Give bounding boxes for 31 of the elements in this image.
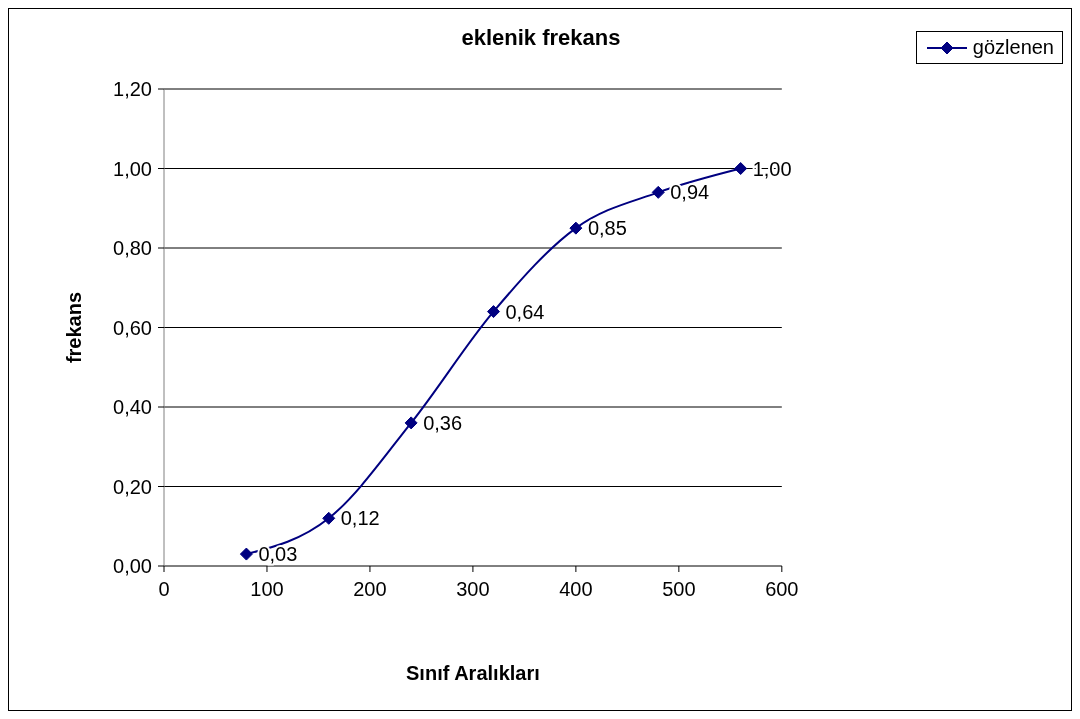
x-tick-label: 500 bbox=[662, 578, 696, 600]
point bbox=[487, 305, 500, 319]
x-axis-title: Sınıf Aralıkları bbox=[406, 662, 540, 685]
y-axis-title: frekans bbox=[63, 291, 86, 364]
y-tick-label: 0,00 bbox=[113, 555, 152, 578]
x-tick-label: 200 bbox=[353, 578, 387, 600]
x-tick-label: 300 bbox=[456, 578, 490, 600]
legend-label: gözlenen bbox=[972, 36, 1054, 59]
point bbox=[734, 162, 748, 175]
x-tick-label: 600 bbox=[765, 578, 799, 600]
y-tick-label: 0,60 bbox=[113, 316, 152, 339]
y-tick-label: 0,40 bbox=[113, 396, 152, 419]
point bbox=[651, 185, 665, 199]
point bbox=[239, 547, 253, 561]
point bbox=[404, 416, 418, 430]
x-tick-label: 100 bbox=[250, 578, 284, 600]
y-tick-label: 1,00 bbox=[113, 157, 152, 180]
data-label: 0,03 bbox=[258, 543, 298, 566]
y-tick-label: 1,20 bbox=[113, 78, 152, 101]
data-label: 0,85 bbox=[587, 217, 627, 240]
data-label: 0,36 bbox=[423, 411, 463, 434]
point bbox=[322, 511, 336, 525]
y-tick-label: 0,20 bbox=[113, 475, 152, 498]
x-tick-label: 400 bbox=[559, 578, 593, 600]
data-label: 0,94 bbox=[670, 181, 710, 204]
chart-title: eklenik frekans bbox=[461, 25, 621, 50]
data-label: 0,12 bbox=[340, 507, 380, 530]
point bbox=[569, 221, 583, 235]
x-tick-label: 0 bbox=[158, 578, 170, 600]
data-label: 0,64 bbox=[505, 300, 545, 323]
y-tick-label: 0,80 bbox=[113, 237, 152, 260]
